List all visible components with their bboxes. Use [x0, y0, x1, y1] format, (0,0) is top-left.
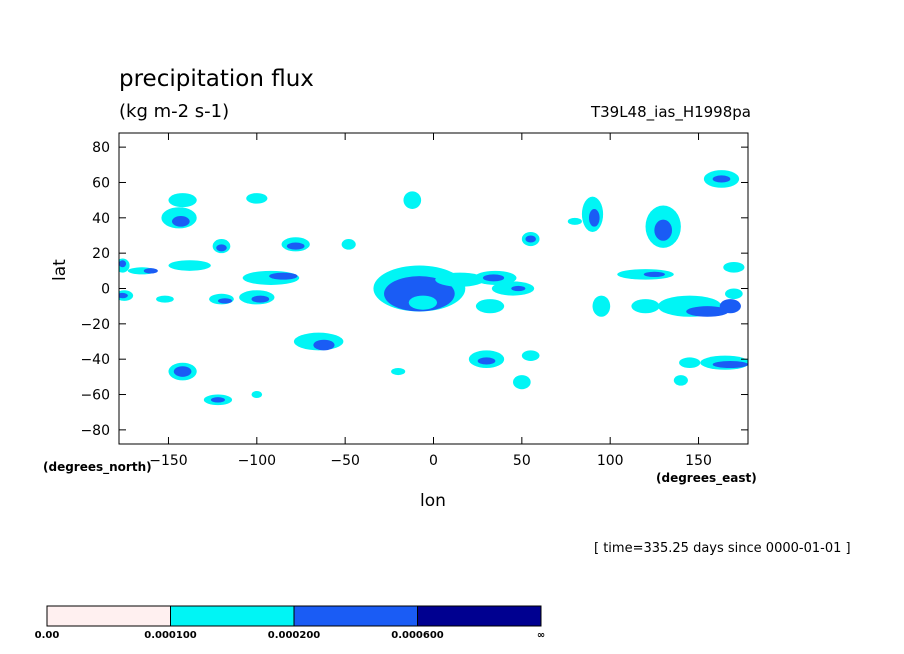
x-axis-ticks: −150 −100 −50 0 50 100 150 [149, 133, 712, 469]
chart-units: (kg m-2 s-1) [119, 101, 230, 122]
precip-region-level-2 [511, 285, 526, 292]
precip-region-level-1 [513, 375, 531, 390]
precip-region-level-1 [567, 217, 582, 225]
y-tick-label: 40 [92, 211, 110, 227]
precip-region-level-2 [173, 366, 192, 377]
colorbar-label: 0.00 [35, 630, 60, 641]
colorbar-swatch [417, 605, 542, 627]
precip-region-level-1 [673, 375, 688, 386]
precip-region-level-2 [686, 306, 729, 317]
precip-region-level-2 [482, 274, 505, 282]
precip-region-level-1 [246, 193, 268, 204]
x-tick-label: 50 [513, 453, 531, 469]
precip-region-level-2 [119, 260, 127, 268]
x-tick-label: −100 [238, 453, 276, 469]
y-axis-units: (degrees_north) [43, 460, 152, 474]
precip-region-level-1 [475, 299, 505, 314]
colorbar-label: 0.000600 [391, 630, 444, 641]
precip-region-level-1 [435, 272, 485, 287]
y-axis-ticks: 80 60 40 20 0 −20 −40 −60 −80 [80, 140, 748, 439]
precip-region-level-2 [525, 235, 536, 243]
precip-region-level-2 [269, 272, 298, 280]
precip-region-level-2 [251, 295, 270, 303]
x-tick-label: −50 [330, 453, 360, 469]
x-axis-label: lon [420, 491, 446, 511]
precip-region-level-1 [725, 288, 743, 300]
x-tick-label: 100 [597, 453, 624, 469]
precip-region-level-2 [286, 242, 305, 250]
precip-region-level-1 [723, 261, 745, 273]
precip-region-level-2 [477, 357, 496, 365]
colorbar-swatch [170, 605, 295, 627]
precip-region-level-2 [143, 268, 158, 274]
colorbar-label: 0.000200 [268, 630, 321, 641]
precip-region-level-1 [403, 191, 422, 209]
experiment-label: T39L48_ias_H1998pa [590, 103, 751, 121]
precip-region-level-2 [712, 360, 748, 369]
x-tick-label: −150 [149, 453, 187, 469]
contour-fill-group [119, 170, 748, 406]
precip-region-level-2 [654, 219, 673, 241]
y-tick-label: 60 [92, 175, 110, 191]
precip-region-level-2 [384, 276, 455, 312]
y-tick-label: −60 [80, 388, 110, 404]
precip-region-level-2 [719, 299, 741, 314]
colorbar: 0.00 0.000100 0.000200 0.000600 ∞ [35, 605, 545, 641]
colorbar-label: ∞ [537, 630, 545, 641]
colorbar-swatch [293, 605, 418, 627]
colorbar-swatch [46, 605, 171, 627]
precip-region-level-1 [168, 260, 211, 271]
precip-region-level-1 [592, 295, 611, 317]
precip-region-level-1 [391, 368, 406, 376]
precip-region-level-1 [679, 357, 701, 369]
y-tick-label: −40 [80, 352, 110, 368]
precip-region-level-2 [172, 216, 190, 227]
precip-region-level-2 [210, 397, 226, 403]
precip-region-level-2 [588, 208, 600, 227]
y-tick-label: −80 [80, 423, 110, 439]
precip-region-level-1 [156, 295, 174, 303]
precip-region-level-1 [408, 295, 438, 310]
precip-region-level-1 [251, 390, 263, 399]
y-tick-label: 80 [92, 140, 110, 156]
x-axis-units: (degrees_east) [656, 471, 757, 485]
precip-region-level-1 [341, 239, 356, 250]
precip-region-level-1 [631, 299, 660, 314]
x-tick-label: 150 [685, 453, 712, 469]
precip-region-level-1 [521, 350, 540, 361]
chart-title: precipitation flux [119, 66, 314, 92]
precip-region-level-2 [712, 175, 731, 183]
y-tick-label: −20 [80, 317, 110, 333]
precip-region-level-2 [216, 244, 227, 252]
precip-region-level-1 [168, 193, 197, 208]
x-tick-label: 0 [429, 453, 438, 469]
y-tick-label: 20 [92, 246, 110, 262]
precip-region-level-2 [217, 298, 233, 304]
precip-region-level-2 [643, 271, 665, 278]
time-note: [ time=335.25 days since 0000-01-01 ] [594, 541, 851, 556]
precip-region-level-2 [313, 339, 335, 351]
y-tick-label: 0 [101, 282, 110, 298]
precip-region-level-2 [119, 292, 128, 299]
colorbar-label: 0.000100 [144, 630, 197, 641]
